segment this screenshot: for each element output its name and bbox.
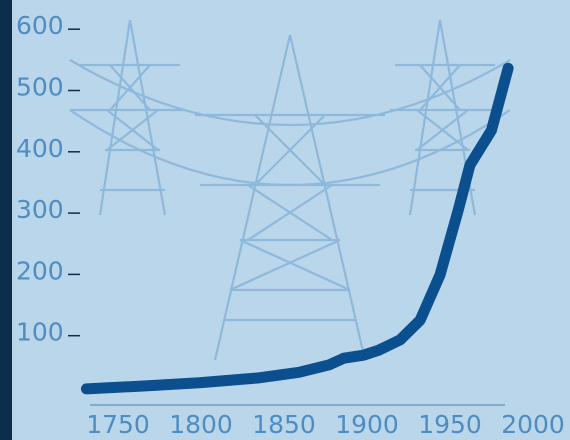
x-tick-label: 1950 (418, 410, 482, 439)
x-tick-label: 1900 (335, 410, 399, 439)
side-strip (0, 0, 12, 440)
y-tick-label: 300 (16, 195, 64, 224)
chart: 100 200 300 400 500 600 1750 1800 1850 1900 1950 20… (0, 0, 570, 440)
y-tick-label: 400 (16, 134, 64, 163)
y-tick-label: 200 (16, 256, 64, 285)
x-tick-label: 2000 (501, 410, 565, 439)
page: {"chart_data": {"type": "line", "x": [17… (0, 0, 570, 440)
y-tick-label: 100 (16, 318, 64, 347)
x-tick-label: 1800 (169, 410, 233, 439)
x-tick-label: 1750 (86, 410, 150, 439)
x-tick-label: 1850 (252, 410, 316, 439)
y-tick-label: 600 (16, 11, 64, 40)
y-tick-label: 500 (16, 73, 64, 102)
